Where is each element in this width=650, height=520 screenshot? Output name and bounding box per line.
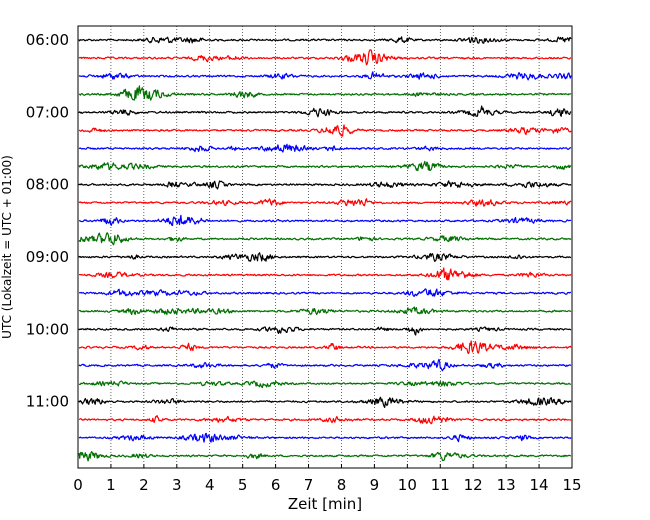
trace-0615 [78, 49, 572, 66]
trace-0630 [78, 71, 572, 81]
trace-0915 [79, 267, 572, 281]
x-tick-label: 2 [139, 476, 149, 494]
trace-0845 [78, 232, 572, 246]
trace-0600 [78, 36, 572, 44]
trace-0945 [78, 306, 572, 316]
x-tick-label: 11 [431, 476, 450, 494]
y-tick-label: 11:00 [26, 393, 69, 411]
trace-0715 [78, 124, 572, 137]
x-tick-label: 4 [205, 476, 215, 494]
trace-group [78, 36, 572, 462]
x-axis-label: Zeit [min] [288, 495, 362, 513]
y-tick-label: 10:00 [26, 320, 69, 338]
trace-0645 [78, 85, 572, 101]
trace-1145 [78, 451, 571, 462]
trace-0815 [78, 198, 572, 207]
y-tick-label: 06:00 [26, 31, 69, 49]
trace-1030 [78, 358, 572, 372]
x-axis-ticks: 0 1 2 3 4 5 6 7 8 9 10 11 12 13 14 15 [73, 464, 582, 494]
x-tick-label: 5 [238, 476, 248, 494]
x-tick-label: 6 [271, 476, 281, 494]
trace-0930 [78, 288, 572, 297]
x-tick-label: 8 [337, 476, 347, 494]
y-tick-label: 07:00 [26, 103, 69, 121]
x-tick-label: 0 [73, 476, 83, 494]
trace-0800 [79, 180, 572, 190]
trace-1015 [78, 340, 572, 355]
trace-1045 [78, 380, 571, 389]
x-tick-label: 7 [304, 476, 314, 494]
y-tick-label: 09:00 [26, 248, 69, 266]
trace-0830 [78, 214, 572, 226]
x-tick-label: 13 [497, 476, 516, 494]
trace-1100 [78, 396, 572, 408]
trace-0900 [78, 252, 572, 262]
trace-0730 [78, 143, 572, 153]
x-tick-label: 10 [398, 476, 417, 494]
trace-1130 [78, 432, 572, 443]
x-tick-label: 12 [464, 476, 483, 494]
trace-0745 [78, 160, 572, 172]
x-tick-label: 9 [370, 476, 380, 494]
trace-1000 [78, 326, 572, 336]
x-tick-label: 3 [172, 476, 182, 494]
x-tick-label: 1 [106, 476, 116, 494]
y-axis-ticks: 06:00 07:00 08:00 09:00 10:00 11:00 [26, 31, 82, 411]
x-tick-label: 14 [530, 476, 549, 494]
trace-1115 [78, 415, 572, 425]
y-axis-label: UTC (Lokalzeit = UTC + 01:00) [0, 155, 14, 339]
x-tick-label: 15 [562, 476, 581, 494]
trace-0700 [78, 105, 572, 118]
plot-frame [77, 25, 573, 469]
y-tick-label: 08:00 [26, 176, 69, 194]
